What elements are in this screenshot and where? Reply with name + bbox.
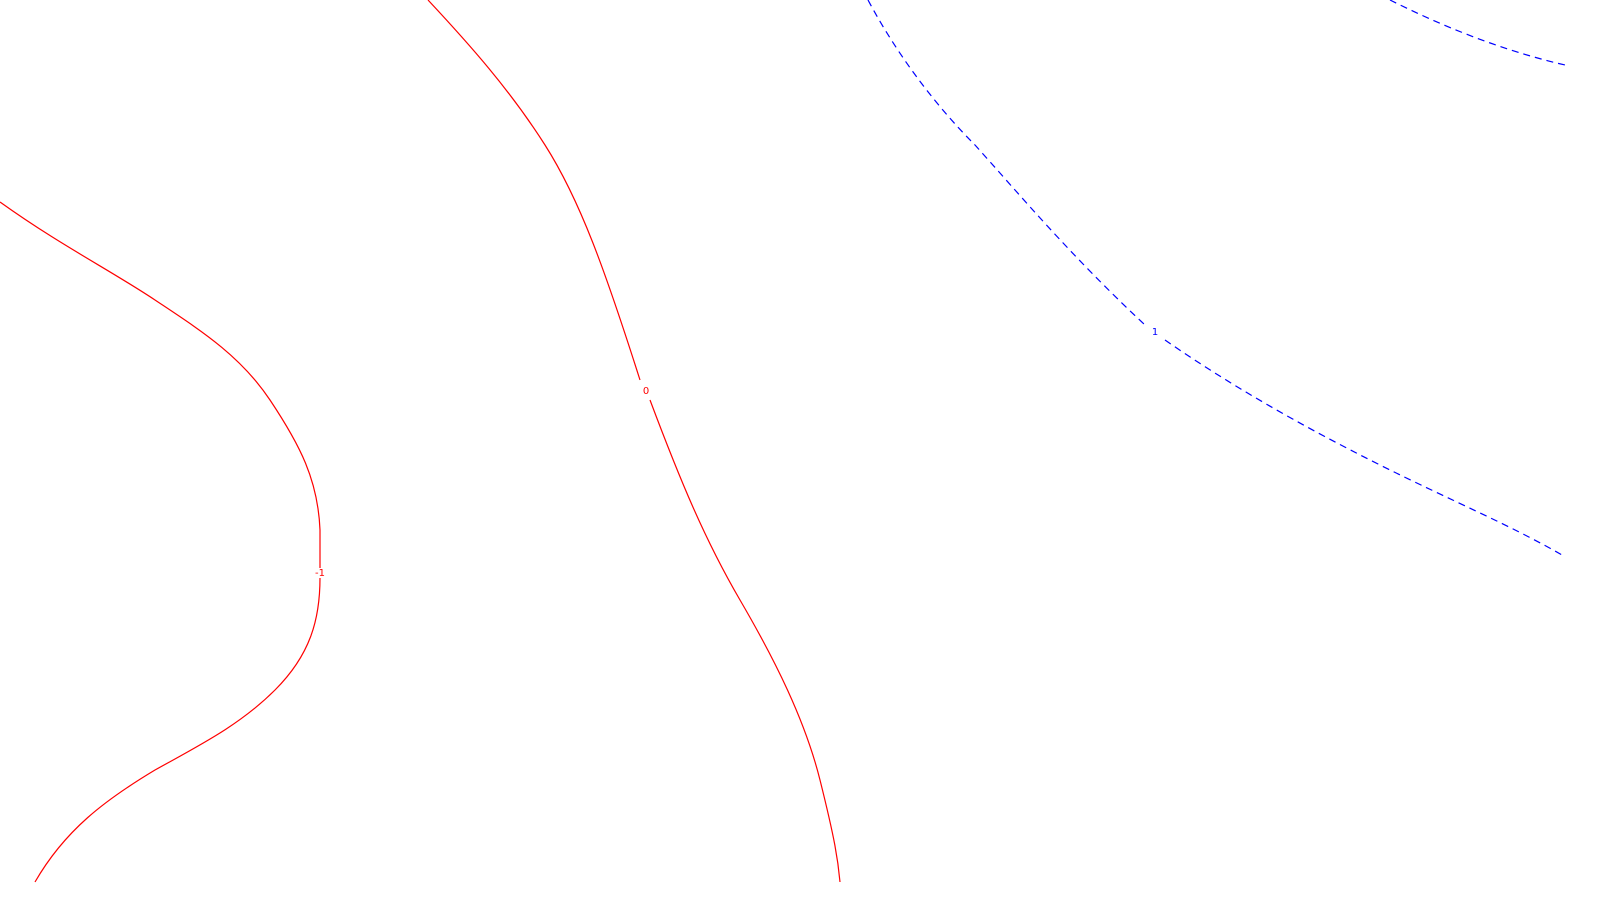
contour-level-one: 1 — [867, 0, 1566, 556]
contour-line-zero — [427, 0, 841, 883]
contour-line-one — [867, 0, 1563, 556]
contour-level-zero: 0 — [427, 0, 841, 883]
contour-label-one: 1 — [1152, 327, 1158, 338]
contour-label-neg-one: -1 — [315, 568, 325, 579]
contour-line-one-corner — [1389, 0, 1566, 66]
contour-label-zero: 0 — [643, 386, 649, 397]
contour-line-neg-one — [0, 201, 321, 883]
contour-level-neg-one: -1 — [0, 201, 325, 883]
